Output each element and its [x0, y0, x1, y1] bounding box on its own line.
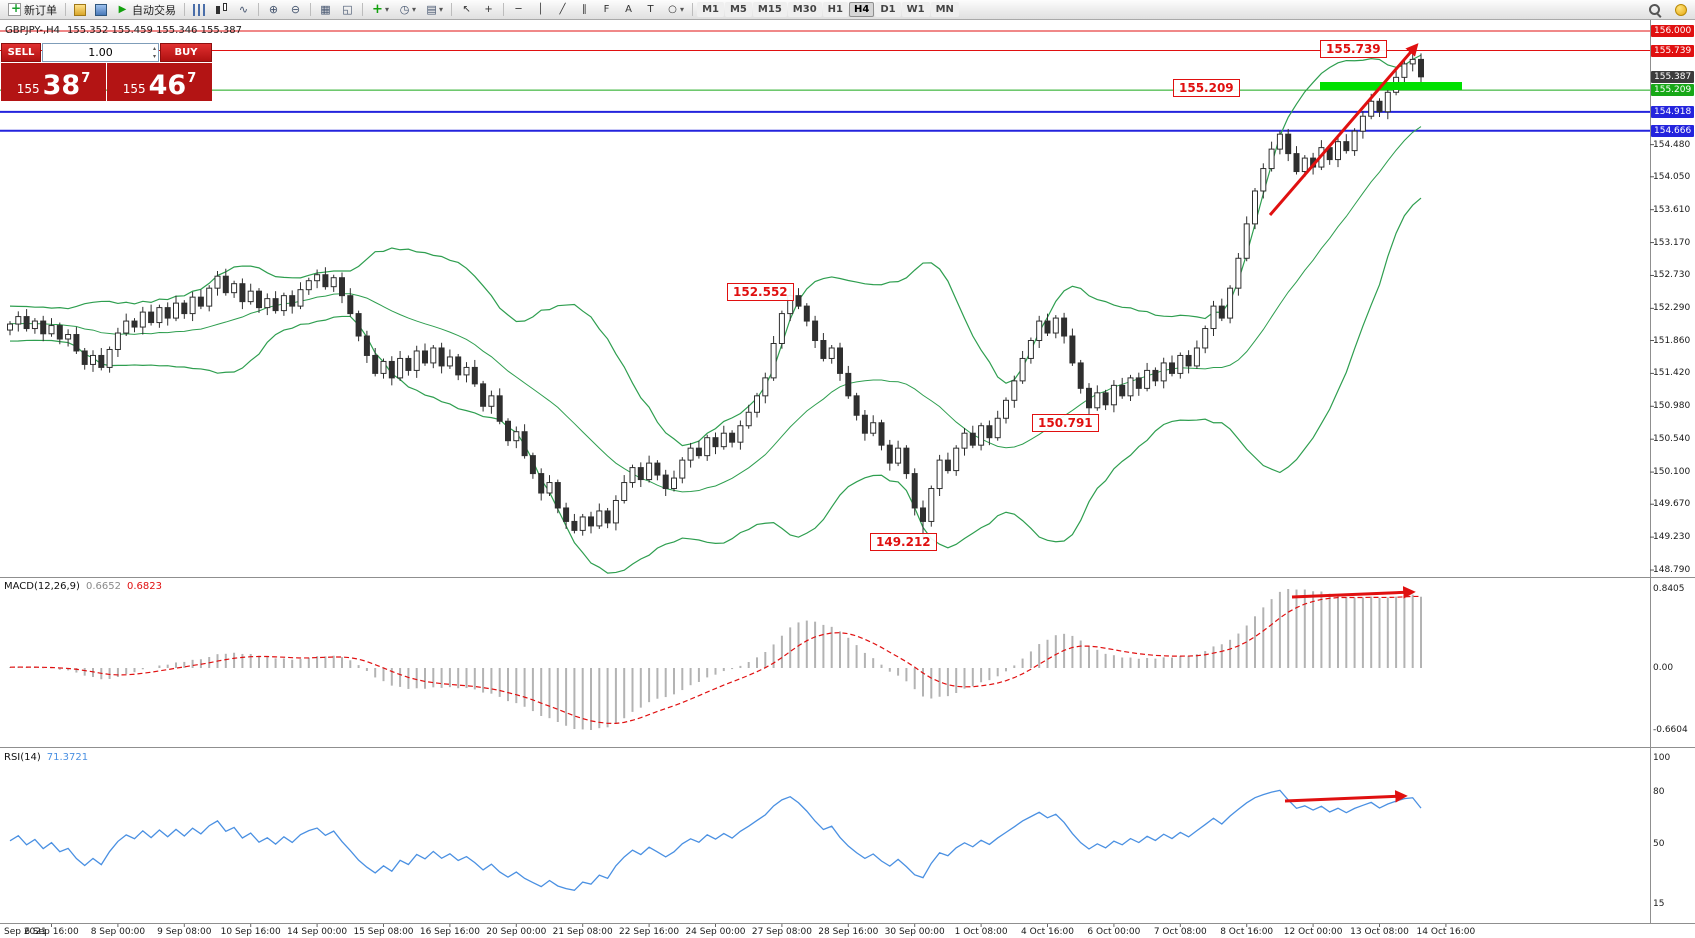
tile-windows-button[interactable]: ◱ — [337, 1, 358, 18]
crosshair-icon: + — [484, 4, 493, 15]
support-zone-bar[interactable] — [1320, 82, 1462, 90]
zoom-in-icon: ⊕ — [268, 3, 279, 16]
indicators-icon: + — [372, 2, 383, 17]
toolbar-separator — [258, 3, 259, 16]
charts-icon — [95, 3, 107, 16]
indicators-button[interactable]: + ▾ — [367, 1, 393, 18]
text-label-button[interactable]: T — [640, 1, 661, 18]
horizontal-line-button[interactable]: ─ — [508, 1, 529, 18]
candlestick-series — [7, 50, 1424, 539]
template-icon: ▤ — [426, 3, 437, 16]
toolbar-separator — [692, 3, 694, 16]
bar-chart-icon — [193, 3, 206, 16]
ellipse-icon: ○ — [668, 4, 677, 15]
timeframe-m1-button[interactable]: M1 — [697, 2, 724, 17]
text-label-icon: T — [647, 4, 654, 15]
new-order-label: 新订单 — [24, 3, 57, 17]
new-order-icon — [8, 1, 21, 16]
tile-windows-icon: ◱ — [342, 3, 353, 16]
timeframe-w1-button[interactable]: W1 — [901, 2, 930, 17]
vertical-line-button[interactable]: │ — [530, 1, 551, 18]
bollinger-lower-band — [9, 197, 1422, 574]
timeframe-m15-button[interactable]: M15 — [752, 2, 787, 17]
search-button[interactable] — [1644, 1, 1666, 18]
market-watch-button[interactable] — [70, 1, 90, 18]
toolbar: 新订单 ▶ 自动交易 ∿ ⊕ ⊖ ▦ ◱ + ▾ ◷ ▾ ▤ ▾ — [0, 0, 1695, 20]
crosshair-button[interactable]: + — [478, 1, 499, 18]
timeframe-d1-button[interactable]: D1 — [875, 2, 901, 17]
cursor-icon: ↖ — [462, 4, 471, 15]
toolbar-separator — [362, 3, 363, 16]
channel-button[interactable]: ∥ — [574, 1, 595, 18]
bar-chart-button[interactable] — [189, 1, 210, 18]
bollinger-middle-band — [9, 126, 1422, 493]
market-watch-icon — [74, 3, 86, 16]
new-order-button[interactable]: 新订单 — [4, 1, 61, 18]
text-icon: A — [625, 4, 632, 15]
horizontal-line-icon: ─ — [515, 4, 522, 15]
chevron-down-icon: ▾ — [412, 5, 417, 14]
templates-button[interactable]: ▤ ▾ — [421, 1, 447, 18]
periods-button[interactable]: ◷ ▾ — [394, 1, 420, 18]
toolbar-separator — [310, 3, 311, 16]
channel-icon: ∥ — [582, 4, 588, 15]
toolbar-separator — [65, 3, 66, 16]
timeframe-h1-button[interactable]: H1 — [822, 2, 848, 17]
grid-icon: ▦ — [320, 3, 331, 16]
grid-button[interactable]: ▦ — [315, 1, 336, 18]
toolbar-separator — [503, 3, 505, 16]
fibonacci-button[interactable]: F — [596, 1, 617, 18]
line-chart-icon: ∿ — [238, 3, 249, 16]
timeframe-mn-button[interactable]: MN — [930, 2, 959, 17]
rsi-line — [9, 789, 1422, 891]
zoom-in-button[interactable]: ⊕ — [263, 1, 284, 18]
toolbar-separator — [451, 3, 453, 16]
cursor-button[interactable]: ↖ — [456, 1, 477, 18]
chevron-down-icon: ▾ — [439, 5, 444, 14]
candlestick-chart-icon — [215, 3, 228, 16]
bollinger-upper-band — [9, 54, 1422, 447]
line-chart-button[interactable]: ∿ — [233, 1, 254, 18]
zoom-out-icon: ⊖ — [290, 3, 301, 16]
community-button[interactable] — [1671, 1, 1691, 18]
shapes-button[interactable]: ○ ▾ — [662, 1, 688, 18]
timeframe-m30-button[interactable]: M30 — [787, 2, 822, 17]
fibonacci-icon: F — [603, 4, 610, 15]
chevron-down-icon: ▾ — [385, 5, 390, 14]
search-icon — [1648, 3, 1662, 17]
charts-button[interactable] — [91, 1, 111, 18]
zoom-out-button[interactable]: ⊖ — [285, 1, 306, 18]
trend-arrow[interactable] — [1268, 43, 1419, 216]
toolbar-right-group — [1644, 1, 1691, 18]
rsi-arrow[interactable] — [1284, 790, 1408, 803]
trendline-button[interactable]: ╱ — [552, 1, 573, 18]
macd-histogram — [9, 589, 1422, 730]
timeframe-m5-button[interactable]: M5 — [724, 2, 752, 17]
clock-icon: ◷ — [399, 3, 410, 16]
vertical-line-icon: │ — [537, 4, 544, 15]
macd-arrow[interactable] — [1291, 586, 1416, 599]
trendline-icon: ╱ — [559, 4, 566, 15]
text-button[interactable]: A — [618, 1, 639, 18]
macd-signal-line — [9, 595, 1422, 724]
chevron-down-icon: ▾ — [680, 5, 685, 14]
community-icon — [1675, 3, 1687, 16]
timeframe-h4-button[interactable]: H4 — [848, 2, 875, 17]
candlestick-chart-button[interactable] — [211, 1, 232, 18]
autotrading-button[interactable]: ▶ 自动交易 — [112, 1, 180, 18]
autotrading-icon: ▶ — [118, 4, 127, 15]
autotrading-label: 自动交易 — [132, 3, 176, 17]
toolbar-separator — [184, 3, 185, 16]
